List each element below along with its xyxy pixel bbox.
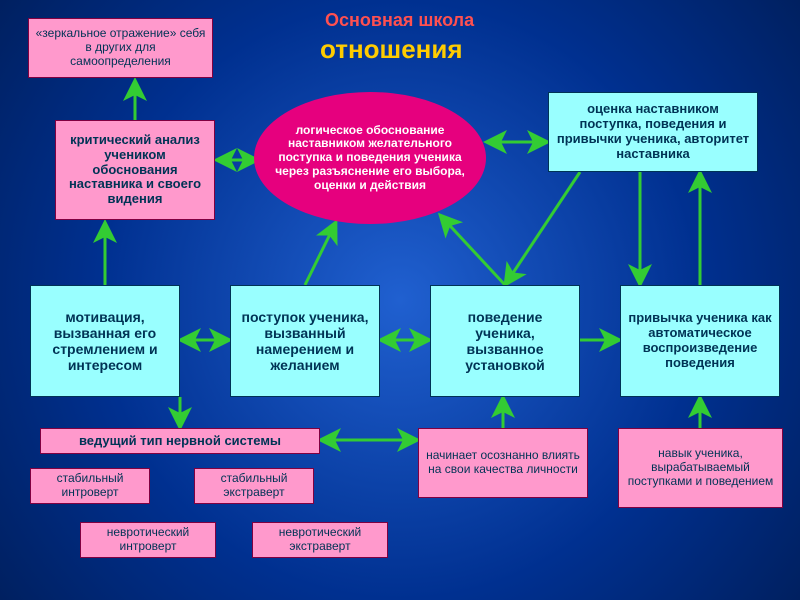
title-line1: Основная школа bbox=[325, 10, 474, 31]
box-stabintro: стабильный интроверт bbox=[30, 468, 150, 504]
title-line2: отношения bbox=[320, 34, 463, 65]
box-motiv: мотивация, вызванная его стремлением и и… bbox=[30, 285, 180, 397]
box-ocenka: оценка наставником поступка, поведения и… bbox=[548, 92, 758, 172]
box-postupok: поступок ученика, вызванный намерением и… bbox=[230, 285, 380, 397]
box-nervtype: ведущий тип нервной системы bbox=[40, 428, 320, 454]
box-nachinaet: начинает осознанно влиять на свои качест… bbox=[418, 428, 588, 498]
box-nevextra: невротический экстраверт bbox=[252, 522, 388, 558]
box-mirror: «зеркальное отражение» себя в других для… bbox=[28, 18, 213, 78]
ellipse-logical: логическое обоснование наставником желат… bbox=[254, 92, 486, 224]
box-navyk: навык ученика, вырабатываемый поступками… bbox=[618, 428, 783, 508]
box-nevintro: невротический интроверт bbox=[80, 522, 216, 558]
box-critical: критический анализ учеником обоснования … bbox=[55, 120, 215, 220]
box-povedenie: поведение ученика, вызванное установкой bbox=[430, 285, 580, 397]
box-privychka: привычка ученика как автоматическое восп… bbox=[620, 285, 780, 397]
box-stabextra: стабильный экстраверт bbox=[194, 468, 314, 504]
